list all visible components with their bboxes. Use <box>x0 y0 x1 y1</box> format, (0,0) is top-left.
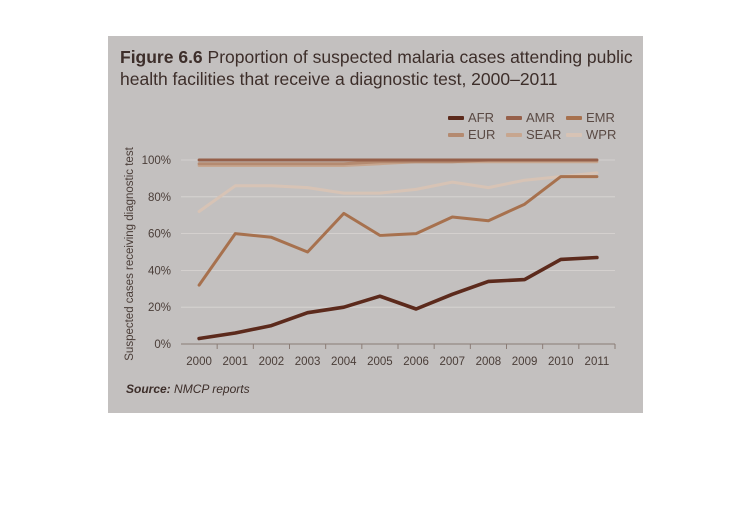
legend-label: AMR <box>526 110 555 125</box>
x-tick-label: 2006 <box>403 356 429 368</box>
legend-swatch <box>448 132 464 137</box>
legend-swatch <box>566 132 582 137</box>
series-line-wpr <box>197 171 599 213</box>
y-tick-label: 20% <box>148 302 171 314</box>
legend-label: EMR <box>586 110 615 125</box>
figure-card: 0% 20% 40% 60% 80% 100% 2000 2001 2002 2003 2004 20… <box>108 36 643 413</box>
figure-source: Source: NMCP reports <box>126 382 250 396</box>
legend: AFR AMR EMR EUR SEAR WPR <box>448 110 638 142</box>
y-tick-label: 0% <box>154 339 171 351</box>
series-line-afr <box>197 255 599 341</box>
axes: 0% 20% 40% 60% 80% 100% 2000 2001 2002 2003 2004 20… <box>142 155 616 368</box>
legend-item-afr: AFR <box>448 110 506 125</box>
legend-label: AFR <box>468 110 494 125</box>
x-tick-label: 2008 <box>476 356 502 368</box>
figure-title: Figure 6.6 Proportion of suspected malar… <box>120 46 635 90</box>
legend-item-emr: EMR <box>566 110 626 125</box>
line-chart: 0% 20% 40% 60% 80% 100% 2000 2001 2002 2003 2004 20… <box>124 146 616 368</box>
y-tick-label: 40% <box>148 265 171 277</box>
legend-item-amr: AMR <box>506 110 566 125</box>
x-tick-label: 2010 <box>548 356 574 368</box>
x-tick-label: 2007 <box>439 356 465 368</box>
x-tick-label: 2009 <box>512 356 538 368</box>
y-tick-label: 80% <box>148 192 171 204</box>
legend-label: WPR <box>586 127 617 142</box>
legend-item-eur: EUR <box>448 127 506 142</box>
legend-item-wpr: WPR <box>566 127 626 142</box>
legend-swatch <box>448 115 464 120</box>
legend-swatch <box>506 115 522 120</box>
x-tick-label: 2002 <box>259 356 285 368</box>
x-tick-label: 2001 <box>222 356 248 368</box>
x-tick-label: 2000 <box>186 356 212 368</box>
x-tick-label: 2004 <box>331 356 357 368</box>
source-text: NMCP reports <box>174 382 250 396</box>
x-tick-label: 2003 <box>295 356 321 368</box>
y-tick-label: 100% <box>142 155 171 167</box>
figure-title-text: Proportion of suspected malaria cases at… <box>120 47 633 89</box>
legend-label: SEAR <box>526 127 562 142</box>
x-tick-label: 2005 <box>367 356 393 368</box>
series-lines <box>197 158 599 341</box>
y-axis-title: Suspected cases receiving diagnostic tes… <box>124 146 136 360</box>
legend-label: EUR <box>468 127 496 142</box>
x-tick-label: 2011 <box>585 356 610 368</box>
legend-swatch <box>506 132 522 137</box>
source-label: Source: <box>126 382 171 396</box>
series-line-emr <box>197 175 599 287</box>
figure-number: Figure 6.6 <box>120 47 203 67</box>
legend-item-sear: SEAR <box>506 127 566 142</box>
y-tick-label: 60% <box>148 229 171 241</box>
legend-swatch <box>566 115 582 120</box>
